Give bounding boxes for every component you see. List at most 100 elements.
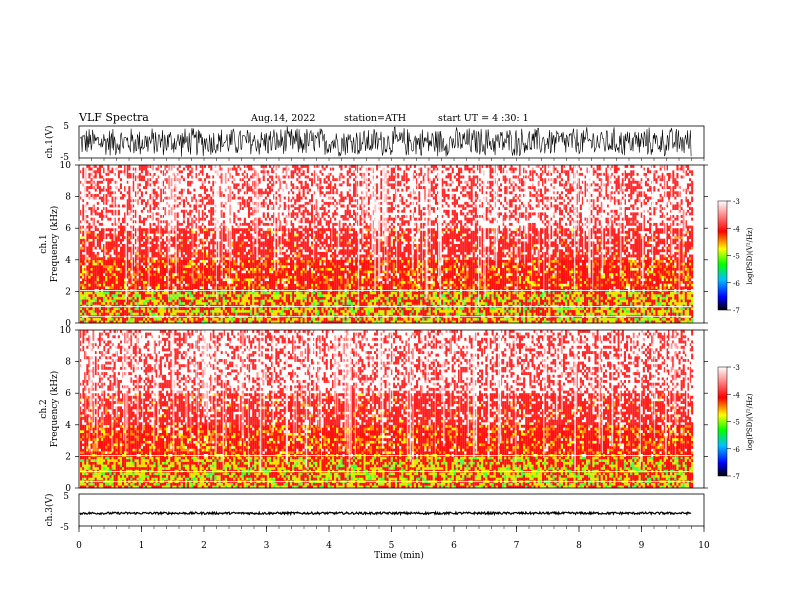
ch1-spec-cell — [112, 239, 114, 242]
ch1-spec-cell — [128, 186, 130, 189]
ch1-spec-cell — [154, 189, 156, 192]
ch1-spec-cell — [105, 268, 107, 271]
ch1-spec-cell — [141, 310, 143, 313]
ch1-spec-cell — [149, 231, 151, 234]
ch1-spec-cell — [97, 228, 99, 231]
ch1-spec-cell — [128, 265, 130, 268]
ch1-spec-cell — [139, 252, 141, 255]
ch1-spec-cell — [109, 228, 111, 231]
ch1-spec-cell — [145, 307, 147, 310]
ch1-spec-cell — [154, 286, 156, 289]
ch1-spec-cell — [128, 284, 130, 287]
ch1-spec-cell — [120, 247, 122, 250]
ch1-spec-cell — [154, 294, 156, 297]
ch1-spec-cell — [112, 212, 114, 215]
ch1-spec-cell — [139, 218, 141, 221]
ch1-spec-cell — [156, 286, 158, 289]
ch1-spec-cell — [139, 276, 141, 279]
ch1-spec-cell — [103, 313, 105, 316]
ch1-spec-cell — [97, 183, 99, 186]
ch1-spec-cell — [93, 294, 95, 297]
ch1-spectrogram — [79, 165, 693, 323]
ch1-spec-cell — [120, 234, 122, 237]
ch1-spec-cell — [109, 189, 111, 192]
ch1-spec-cell — [151, 257, 153, 260]
ch1-spec-cell — [137, 281, 139, 284]
ch1-spec-cell — [88, 302, 90, 305]
ch1-spec-cell — [122, 307, 124, 310]
ch1-spec-cell — [91, 236, 93, 239]
ch1-spec-cell — [82, 318, 84, 321]
ch1-spec-cell — [141, 291, 143, 294]
ch1-spec-cell — [114, 268, 116, 271]
ch1-spec-cell — [122, 262, 124, 265]
ch1-spec-cell — [154, 318, 156, 321]
ch1-spec-cell — [122, 236, 124, 239]
ch1-spec-cell — [109, 297, 111, 300]
ch1-spec-cell — [97, 268, 99, 271]
ch1-spec-cell — [112, 270, 114, 273]
ch1-spec-cell — [91, 302, 93, 305]
ch1-spec-cell — [149, 313, 151, 316]
ch1-spec-cell — [145, 234, 147, 237]
ch1-spec-cell — [99, 313, 101, 316]
ch1-spec-cell — [101, 257, 103, 260]
ch1-spec-cell — [86, 215, 88, 218]
ch1-spec-cell — [147, 318, 149, 321]
ch1-spec-cell — [120, 302, 122, 305]
ch1-spec-cell — [128, 313, 130, 316]
ch1-spec-cell — [149, 284, 151, 287]
ch1-spec-cell — [128, 307, 130, 310]
ch1-spec-cell — [128, 291, 130, 294]
ch1-spec-cell — [95, 291, 97, 294]
ch1-spec-cell — [99, 297, 101, 300]
ch1-spec-cell — [101, 249, 103, 252]
ch1-spec-cell — [145, 273, 147, 276]
ch1-spec-cell — [88, 234, 90, 237]
ch1-spec-cell — [116, 270, 118, 273]
ch1-spec-cell — [105, 286, 107, 289]
ch1-spec-cell — [109, 278, 111, 281]
ch1-spec-cell — [86, 278, 88, 281]
ch1-spec-cell — [80, 239, 82, 242]
ch1-spec-cell — [86, 286, 88, 289]
ch1-spec-cell — [91, 313, 93, 316]
ch1-spec-cell — [97, 212, 99, 215]
ch1-spec-cell — [112, 199, 114, 202]
ch1-spec-cell — [88, 313, 90, 316]
ch1-spec-cell — [112, 294, 114, 297]
ch1-spec-cell — [86, 260, 88, 263]
ch1-spec-cell — [82, 173, 84, 176]
ch1-spec-cell — [141, 236, 143, 239]
ch1-spec-cell — [80, 262, 82, 265]
ch1-spec-cell — [109, 170, 111, 173]
ch1-spec-cell — [112, 265, 114, 268]
ch1-spec-cell — [93, 286, 95, 289]
ch1-spec-cell — [151, 252, 153, 255]
ch1-spec-cell — [139, 178, 141, 181]
ch1-spec-cell — [128, 310, 130, 313]
ch1-spec-cell — [82, 199, 84, 202]
ch1-spec-cell — [141, 297, 143, 300]
ch1-spec-cell — [149, 307, 151, 310]
ch1-spec-cell — [112, 299, 114, 302]
ch1-spec-cell — [99, 278, 101, 281]
ch1-spec-cell — [122, 260, 124, 263]
ch1-spec-cell — [114, 299, 116, 302]
ch1-spec-cell — [116, 276, 118, 279]
ch1-spec-cell — [139, 299, 141, 302]
ch1-spec-cell — [141, 260, 143, 263]
ch1-spec-cell — [122, 276, 124, 279]
ch1-spec-cell — [107, 302, 109, 305]
ch1-spec-cell — [101, 307, 103, 310]
w1-path — [80, 127, 691, 157]
ch1-spec-cell — [86, 239, 88, 242]
ch1-spec-cell — [109, 186, 111, 189]
ch1-spec-cell — [95, 183, 97, 186]
ch1-spec-cell — [145, 247, 147, 250]
ch1-spec-cell — [139, 173, 141, 176]
ch1-spec-cell — [86, 165, 88, 168]
ch1-spec-cell — [156, 281, 158, 284]
ch1-spec-cell — [145, 165, 147, 168]
ch1-spec-cell — [135, 310, 137, 313]
